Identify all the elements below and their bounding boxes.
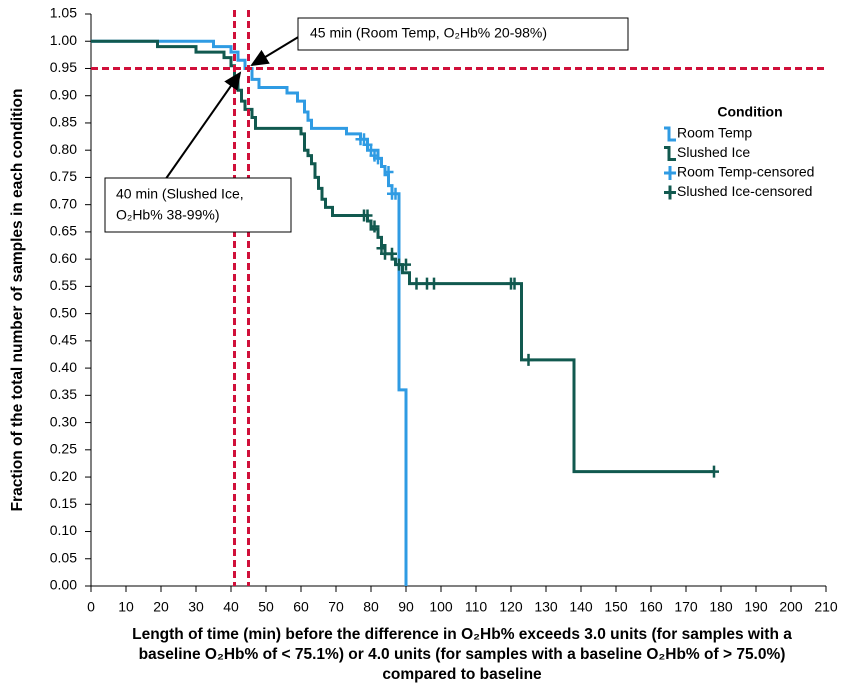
y-tick-label: 1.05 — [50, 5, 77, 21]
y-tick-label: 0.80 — [50, 141, 77, 157]
y-tick-label: 0.00 — [50, 577, 77, 593]
y-tick-label: 0.70 — [50, 195, 77, 211]
arrow — [250, 35, 301, 67]
x-axis-title: compared to baseline — [382, 666, 542, 683]
y-tick-label: 0.90 — [50, 86, 77, 102]
x-axis-title: baseline O₂Hb% of < 75.1%) or 4.0 units … — [139, 646, 786, 663]
x-tick-label: 110 — [465, 599, 488, 615]
arrow — [164, 71, 242, 181]
y-tick-label: 0.50 — [50, 304, 77, 320]
censor-mark — [401, 258, 411, 271]
x-tick-label: 200 — [779, 599, 803, 615]
x-tick-label: 140 — [569, 599, 593, 615]
y-tick-label: 0.35 — [50, 386, 77, 402]
y-axis-title: Fraction of the total number of samples … — [9, 89, 26, 512]
x-tick-label: 120 — [499, 599, 523, 615]
x-tick-label: 40 — [223, 599, 239, 615]
annotation: O₂Hb% 38-99%) — [116, 207, 219, 223]
y-tick-label: 0.85 — [50, 114, 77, 130]
y-tick-label: 0.45 — [50, 332, 77, 348]
x-tick-label: 60 — [293, 599, 309, 615]
legend-label: Room Temp-censored — [677, 164, 814, 180]
x-tick-label: 190 — [744, 599, 768, 615]
censor-mark — [709, 465, 719, 478]
y-tick-label: 0.20 — [50, 468, 77, 484]
x-tick-label: 150 — [604, 599, 628, 615]
censor-mark — [411, 277, 422, 290]
plot-area: 0.00 0.05 0.10 0.15 0.20 0.25 0.30 0.35 0.40 0.45… — [50, 5, 838, 615]
x-axis-title: Length of time (min) before the differen… — [132, 626, 792, 643]
censor-mark — [523, 353, 534, 366]
legend-title: Condition — [717, 104, 782, 120]
y-tick-label: 0.30 — [50, 413, 77, 429]
y-tick-label: 0.95 — [50, 59, 77, 75]
x-tick-label: 0 — [87, 599, 95, 615]
annotation: 45 min (Room Temp, O₂Hb% 20-98%) — [310, 25, 547, 41]
x-tick-label: 170 — [674, 599, 698, 615]
x-tick-label: 50 — [258, 599, 274, 615]
censor-mark — [509, 277, 520, 290]
x-tick-label: 20 — [153, 599, 169, 615]
y-tick-label: 1.00 — [50, 32, 77, 48]
legend-label: Slushed Ice — [677, 144, 750, 160]
legend-label: Room Temp — [677, 125, 752, 141]
y-tick-label: 0.40 — [50, 359, 77, 375]
x-tick-label: 210 — [814, 599, 838, 615]
legend-icon — [664, 146, 676, 161]
legend-icon — [664, 185, 676, 200]
y-tick-label: 0.05 — [50, 549, 77, 565]
survival-line — [91, 39, 714, 474]
legend-label: Slushed Ice-censored — [677, 183, 812, 199]
x-tick-label: 10 — [118, 599, 134, 615]
censor-mark — [387, 247, 397, 260]
y-tick-label: 0.15 — [50, 495, 77, 511]
censor-mark — [429, 277, 439, 290]
censor-mark — [373, 152, 383, 165]
x-tick-label: 30 — [188, 599, 204, 615]
censor-mark — [362, 209, 373, 222]
x-tick-label: 160 — [639, 599, 663, 615]
y-tick-label: 0.25 — [50, 441, 77, 457]
y-tick-label: 0.65 — [50, 223, 77, 239]
x-tick-label: 130 — [534, 599, 558, 615]
x-tick-label: 70 — [328, 599, 344, 615]
y-tick-label: 0.55 — [50, 277, 77, 293]
x-tick-label: 100 — [429, 599, 453, 615]
legend-icon — [664, 166, 676, 180]
y-tick-label: 0.75 — [50, 168, 77, 184]
legend-icon — [664, 126, 676, 142]
y-tick-label: 0.60 — [50, 250, 77, 266]
censor-mark — [390, 187, 401, 200]
censor-mark — [369, 220, 380, 233]
annotation: 40 min (Slushed Ice, — [116, 186, 244, 202]
x-tick-label: 180 — [709, 599, 733, 615]
censor-mark — [383, 165, 394, 178]
x-tick-label: 90 — [398, 599, 414, 615]
y-tick-label: 0.10 — [50, 522, 77, 538]
legend: Condition Room Temp Slushed Ice Room Temp-c… — [664, 104, 814, 200]
x-tick-label: 80 — [363, 599, 379, 615]
annotation-box — [297, 17, 629, 51]
annotation-box — [104, 177, 292, 233]
